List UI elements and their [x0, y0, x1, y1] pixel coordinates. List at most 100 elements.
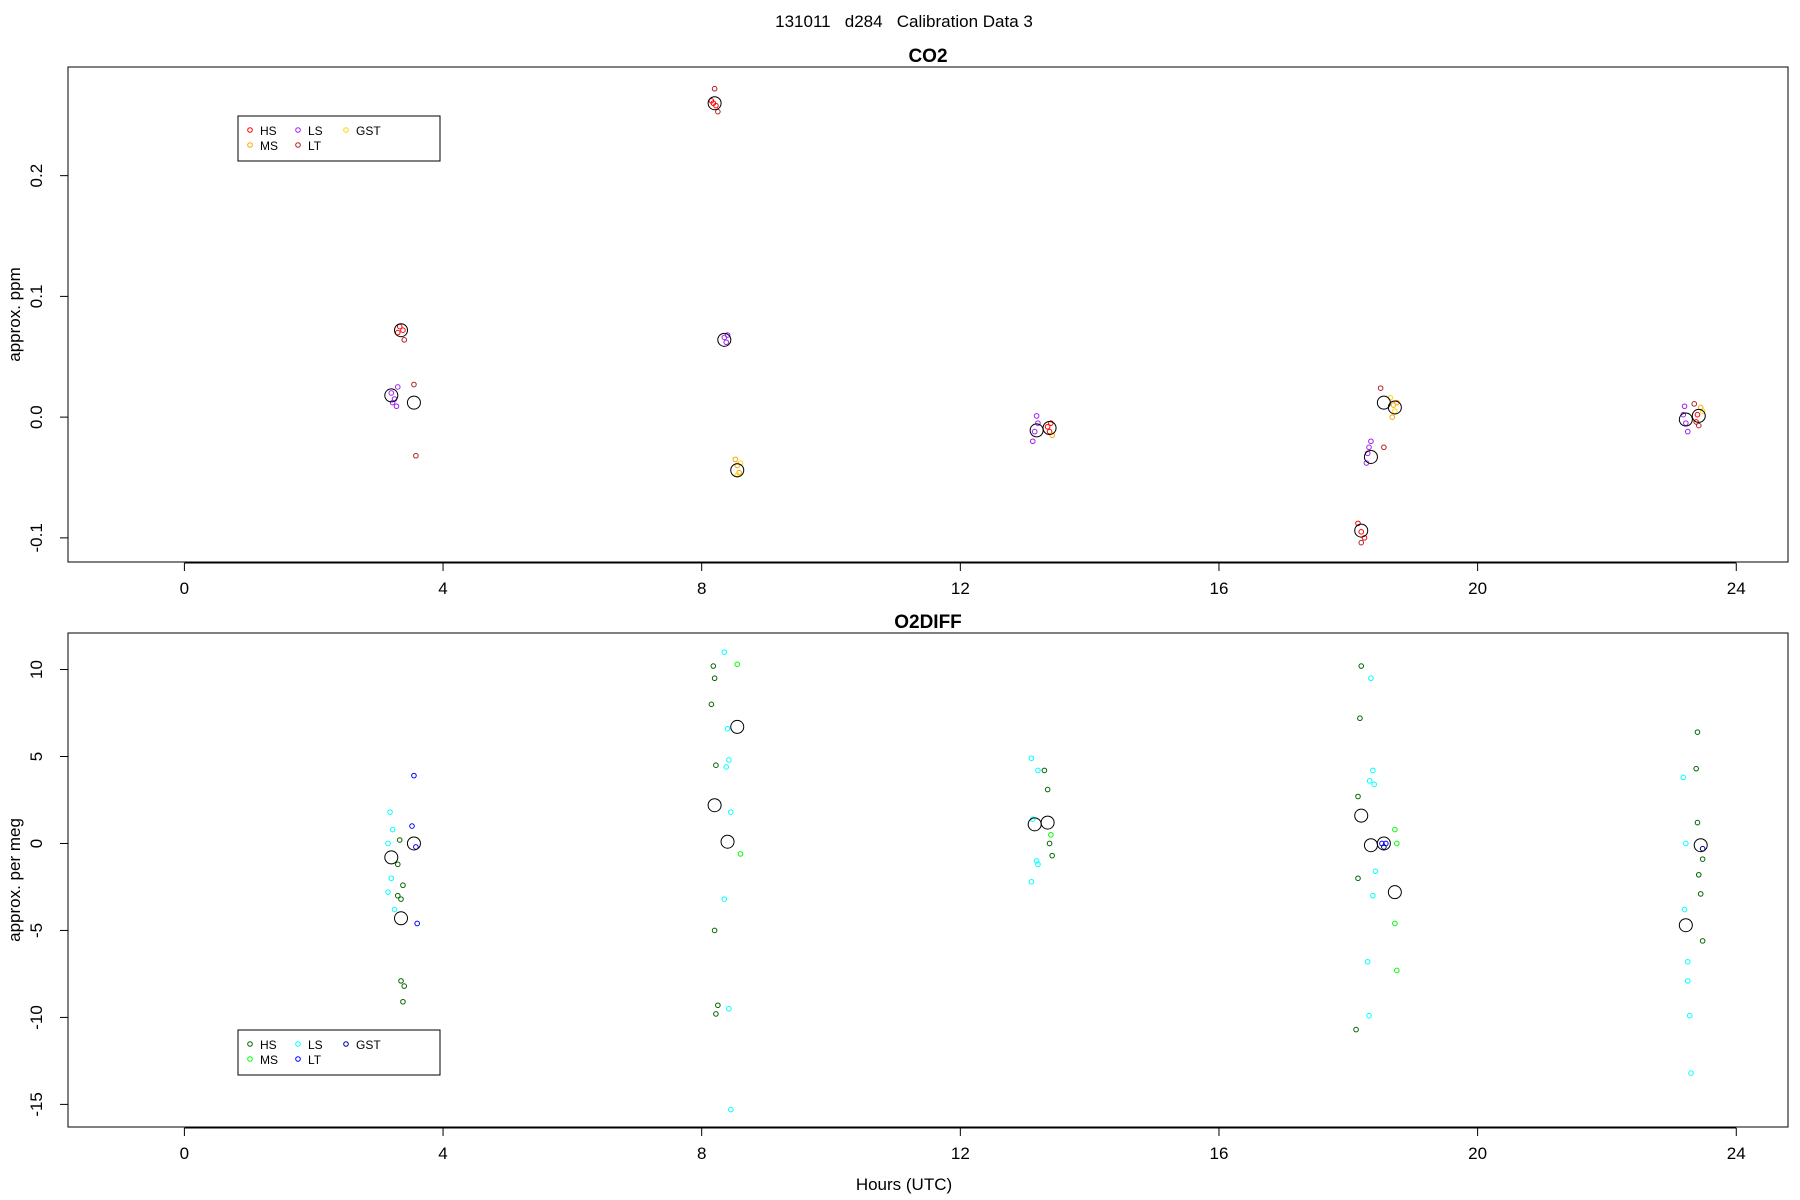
legend-marker — [343, 127, 349, 133]
mean-marker — [394, 911, 409, 926]
data-point — [1693, 765, 1699, 772]
plot-frame — [67, 632, 1789, 1128]
legend-marker — [295, 127, 301, 133]
mean-markers — [384, 719, 1708, 933]
legend-marker — [247, 142, 253, 148]
y-axis-label: approx. per meg — [5, 818, 24, 942]
legend-label: HS — [260, 1038, 277, 1052]
legend-label: HS — [260, 124, 277, 138]
data-point — [1046, 840, 1053, 847]
data-point — [1686, 1012, 1693, 1019]
data-point — [1684, 958, 1691, 965]
data-point — [711, 85, 718, 92]
data-point — [1368, 438, 1374, 445]
data-point — [387, 809, 393, 815]
y-axis: -15 -10 -5 0 5 10 approx. per meg — [5, 660, 68, 1117]
series-gst — [1381, 844, 1706, 852]
data-point — [1699, 856, 1706, 862]
data-point — [1028, 878, 1035, 885]
data-point — [1683, 420, 1689, 426]
data-point — [713, 1011, 719, 1017]
data-point — [737, 460, 744, 466]
data-point — [1694, 729, 1701, 735]
data-point — [411, 381, 417, 388]
data-point — [1358, 663, 1365, 669]
data-point — [715, 1002, 721, 1009]
data-point — [393, 403, 400, 410]
data-point — [1366, 778, 1373, 784]
data-point — [1381, 444, 1387, 451]
data-point — [1393, 840, 1400, 847]
data-point — [1029, 438, 1036, 445]
x-tick-label: 20 — [1468, 1144, 1487, 1163]
mean-marker — [717, 332, 732, 347]
series-ms — [732, 399, 1704, 476]
y-tick-label: -5 — [27, 923, 46, 938]
y-tick-label: -15 — [27, 1092, 46, 1117]
data-point — [711, 675, 718, 682]
legend-marker — [247, 1041, 253, 1047]
data-point — [1393, 967, 1400, 974]
mean-marker — [707, 96, 722, 111]
data-point — [1368, 675, 1374, 682]
mean-marker — [1042, 420, 1057, 435]
data-point — [721, 649, 728, 655]
data-point — [710, 100, 717, 107]
data-point — [1695, 422, 1702, 429]
mean-marker — [406, 836, 421, 851]
data-point — [732, 456, 739, 463]
data-point — [715, 108, 721, 115]
legend-label: MS — [260, 139, 278, 153]
legend-marker — [295, 1041, 301, 1047]
data-point — [1049, 852, 1055, 859]
x-tick-label: 16 — [1210, 1144, 1229, 1163]
data-point — [1048, 831, 1054, 838]
data-point — [398, 978, 404, 984]
data-point — [1035, 420, 1041, 426]
data-point — [726, 757, 732, 763]
x-tick-label: 12 — [951, 579, 970, 598]
x-tick-label: 4 — [438, 1144, 447, 1163]
data-point — [389, 399, 396, 406]
data-point — [1035, 861, 1041, 868]
co2-panel: CO2 0 4 8 12 16 20 24 -0.1 0.0 0.1 0.2 approx. ppm HS… — [5, 46, 1789, 598]
data-point — [1370, 767, 1376, 774]
figure-title: 131011 d284 Calibration Data 3 — [775, 12, 1033, 31]
data-point — [1033, 413, 1040, 419]
series-ls — [388, 332, 1691, 466]
data-point — [711, 927, 718, 934]
data-point — [1355, 520, 1361, 527]
y-tick-label: 0.0 — [27, 405, 46, 429]
data-point — [1694, 819, 1701, 826]
data-point — [1392, 826, 1398, 833]
mean-marker — [394, 323, 409, 338]
y-tick-label: -0.1 — [27, 523, 46, 552]
y-tick-label: 0 — [27, 839, 46, 848]
series-ls — [385, 649, 1694, 1113]
data-point — [1366, 444, 1372, 451]
mean-marker — [1693, 838, 1708, 853]
data-point — [1681, 403, 1688, 410]
data-point — [401, 983, 408, 989]
data-point — [400, 998, 406, 1005]
data-point — [414, 920, 420, 927]
data-point — [1694, 411, 1701, 418]
data-point — [1683, 840, 1689, 847]
data-point — [1371, 781, 1377, 788]
legend-label: LT — [308, 139, 322, 153]
data-point — [1372, 868, 1379, 875]
legend-label: MS — [260, 1053, 278, 1067]
mean-markers — [384, 96, 1706, 538]
data-point — [1389, 414, 1396, 420]
mean-marker — [1354, 808, 1369, 823]
series-hs — [394, 663, 1706, 1033]
x-tick-label: 0 — [180, 579, 189, 598]
mean-marker — [1040, 815, 1055, 830]
data-point — [1355, 875, 1361, 882]
y-tick-label: 5 — [27, 752, 46, 761]
x-tick-label: 16 — [1210, 579, 1229, 598]
data-point — [1381, 844, 1387, 850]
